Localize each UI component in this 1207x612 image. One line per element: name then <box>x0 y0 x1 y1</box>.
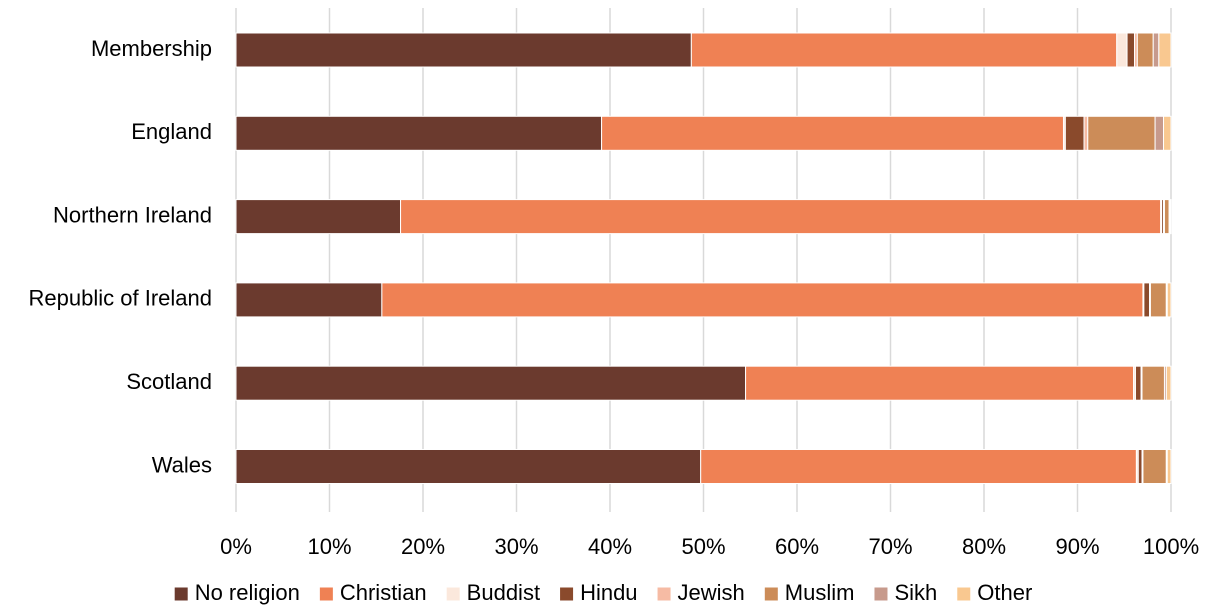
legend-label: No religion <box>195 580 300 605</box>
bar-segment-other <box>1169 199 1172 235</box>
bar-segment-muslim <box>1163 199 1170 235</box>
bar-segment-christian <box>381 282 1144 318</box>
x-axis-tick-labels: 0% 10% 20% 30% 40% 50% 60% 70% 80% 90% 100% <box>220 534 1199 559</box>
bar-group-membership <box>235 32 1172 68</box>
bar-segment-christian <box>745 365 1135 401</box>
legend-label: Other <box>977 580 1032 605</box>
legend: No religion Christian Buddist Hindu Jewish Mu… <box>174 580 1032 605</box>
bar-segment-other <box>1165 365 1172 401</box>
bar-segment-hindu <box>1126 32 1136 68</box>
bar-segment-hindu <box>1134 365 1142 401</box>
bar-segment-other <box>1163 115 1172 151</box>
legend-item-jewish: Jewish <box>657 580 745 605</box>
x-tick-label: 30% <box>494 534 538 559</box>
bar-segment-christian <box>601 115 1064 151</box>
bar-segment-other <box>1166 449 1172 484</box>
gridlines <box>235 8 1172 512</box>
bar-segment-no-religion <box>235 115 603 151</box>
category-label: Scotland <box>126 369 212 394</box>
bar-segment-jewish <box>1083 115 1089 151</box>
bar-segment-muslim <box>1149 282 1167 318</box>
category-label: Membership <box>91 36 212 61</box>
legend-swatch <box>764 587 778 601</box>
legend-item-buddist: Buddist <box>446 580 540 605</box>
legend-label: Christian <box>340 580 427 605</box>
legend-swatch <box>874 587 888 601</box>
bar-segment-muslim <box>1141 365 1165 401</box>
bar-segment-christian <box>400 199 1162 235</box>
legend-swatch <box>446 587 460 601</box>
category-label: Wales <box>152 452 212 477</box>
bar-segment-buddist <box>1116 32 1128 68</box>
bar-segment-no-religion <box>235 199 402 235</box>
legend-item-no-religion: No religion <box>174 580 300 605</box>
x-tick-label: 70% <box>868 534 912 559</box>
bar-segment-muslim <box>1087 115 1156 151</box>
bar-segment-other <box>1166 282 1172 318</box>
legend-item-christian: Christian <box>319 580 427 605</box>
category-labels: Membership England Northern Ireland Republi… <box>29 36 212 478</box>
bar-segment-muslim <box>1142 449 1167 484</box>
bar-segment-no-religion <box>235 32 692 68</box>
x-tick-label: 90% <box>1055 534 1099 559</box>
bar-segment-sikh <box>1154 115 1165 151</box>
bar-segment-sikh <box>1152 32 1160 68</box>
category-label: Republic of Ireland <box>29 286 212 311</box>
bar-group-scotland <box>235 365 1172 401</box>
bar-segment-christian <box>690 32 1118 68</box>
legend-label: Muslim <box>785 580 855 605</box>
legend-label: Hindu <box>580 580 637 605</box>
bar-segment-hindu <box>1143 282 1150 318</box>
legend-item-sikh: Sikh <box>874 580 937 605</box>
legend-swatch <box>657 587 671 601</box>
bar-segment-hindu <box>1064 115 1085 151</box>
x-tick-label: 40% <box>588 534 632 559</box>
legend-item-muslim: Muslim <box>764 580 855 605</box>
legend-label: Buddist <box>467 580 540 605</box>
bars <box>235 32 1172 484</box>
bar-segment-no-religion <box>235 282 383 318</box>
legend-swatch <box>957 587 971 601</box>
x-tick-label: 100% <box>1143 534 1199 559</box>
bar-segment-other <box>1158 32 1172 68</box>
bar-group-northern-ireland <box>235 199 1172 235</box>
bar-group-wales <box>235 449 1172 484</box>
legend-swatch <box>560 587 574 601</box>
bar-segment-no-religion <box>235 365 747 401</box>
x-tick-label: 50% <box>681 534 725 559</box>
legend-swatch <box>174 587 188 601</box>
legend-label: Jewish <box>678 580 745 605</box>
bar-segment-muslim <box>1136 32 1154 68</box>
bar-segment-hindu <box>1137 449 1143 484</box>
legend-item-hindu: Hindu <box>560 580 638 605</box>
x-tick-label: 0% <box>220 534 252 559</box>
bar-group-england <box>235 115 1172 151</box>
legend-item-other: Other <box>957 580 1032 605</box>
legend-swatch <box>319 587 333 601</box>
x-tick-label: 20% <box>401 534 445 559</box>
legend-label: Sikh <box>894 580 937 605</box>
x-tick-label: 80% <box>962 534 1006 559</box>
bar-segment-no-religion <box>235 449 702 484</box>
bar-group-republic-of-ireland <box>235 282 1172 318</box>
x-tick-label: 10% <box>307 534 351 559</box>
category-label: England <box>131 119 212 144</box>
x-tick-label: 60% <box>775 534 819 559</box>
bar-segment-christian <box>700 449 1137 484</box>
category-label: Northern Ireland <box>53 202 212 227</box>
